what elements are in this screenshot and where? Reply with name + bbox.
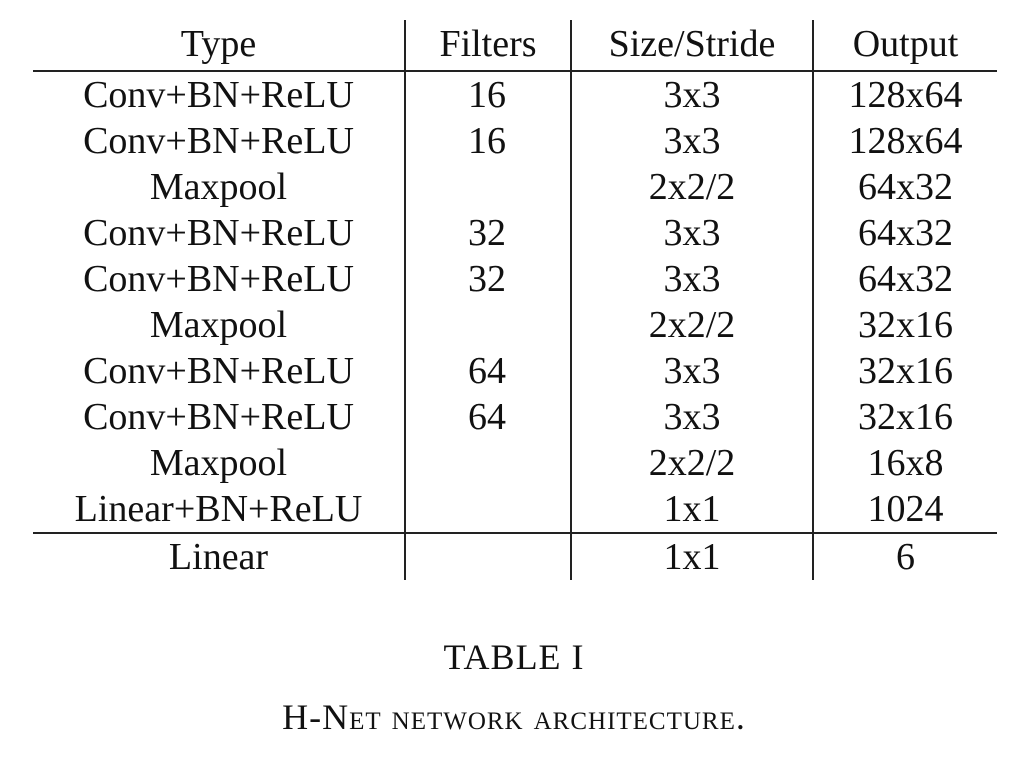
cell-filters: 16 [404, 118, 571, 164]
cell-size-stride: 3x3 [570, 210, 813, 256]
cell-type: Conv+BN+ReLU [83, 258, 354, 300]
table-row: Maxpool 2x2/2 16x8 [33, 440, 997, 486]
cell-filters [404, 164, 571, 210]
cell-type: Conv+BN+ReLU [83, 120, 354, 162]
table-row: Conv+BN+ReLU 64 3x3 32x16 [33, 348, 997, 394]
cell-size-stride: 1x1 [570, 533, 813, 580]
cell-type: Maxpool [149, 166, 288, 208]
cell-output: 128x64 [812, 71, 997, 118]
cell-type: Linear [168, 536, 269, 578]
cell-size-stride: 3x3 [570, 118, 813, 164]
header-filters: Filters [404, 20, 571, 71]
cell-filters [404, 302, 571, 348]
cell-output: 64x32 [812, 210, 997, 256]
cell-filters [404, 440, 571, 486]
cell-output: 32x16 [812, 348, 997, 394]
table-row: Conv+BN+ReLU 16 3x3 128x64 [33, 118, 997, 164]
cell-output: 64x32 [812, 164, 997, 210]
table-row: Maxpool 2x2/2 64x32 [33, 164, 997, 210]
cell-filters [404, 486, 571, 533]
cell-size-stride: 2x2/2 [570, 302, 813, 348]
table-row: Linear+BN+ReLU 1x1 1024 [33, 486, 997, 533]
cell-output: 64x32 [812, 256, 997, 302]
table-row: Conv+BN+ReLU 32 3x3 64x32 [33, 256, 997, 302]
cell-output: 128x64 [812, 118, 997, 164]
cell-size-stride: 1x1 [570, 486, 813, 533]
table-caption-label: TABLE I [443, 637, 585, 677]
header-type: Type [180, 23, 257, 65]
cell-type: Conv+BN+ReLU [83, 212, 354, 254]
table-header-row: Type Filters Size/Stride Output [33, 20, 997, 71]
cell-type: Maxpool [149, 304, 288, 346]
cell-type: Conv+BN+ReLU [83, 74, 354, 116]
cell-type: Maxpool [149, 442, 288, 484]
header-size-stride: Size/Stride [570, 20, 813, 71]
cell-size-stride: 3x3 [570, 348, 813, 394]
cell-size-stride: 2x2/2 [570, 164, 813, 210]
table-row: Conv+BN+ReLU 16 3x3 128x64 [33, 71, 997, 118]
cell-filters: 64 [404, 394, 571, 440]
cell-filters [404, 533, 571, 580]
cell-type: Conv+BN+ReLU [83, 396, 354, 438]
cell-size-stride: 3x3 [570, 71, 813, 118]
table-row: Linear 1x1 6 [33, 533, 997, 580]
cell-filters: 32 [404, 210, 571, 256]
cell-filters: 64 [404, 348, 571, 394]
cell-output: 32x16 [812, 394, 997, 440]
cell-filters: 32 [404, 256, 571, 302]
cell-filters: 16 [404, 71, 571, 118]
cell-size-stride: 2x2/2 [570, 440, 813, 486]
architecture-table: Type Filters Size/Stride Output Conv+BN+… [33, 20, 997, 580]
cell-type: Linear+BN+ReLU [74, 488, 363, 530]
header-output: Output [812, 20, 997, 71]
cell-size-stride: 3x3 [570, 256, 813, 302]
cell-output: 32x16 [812, 302, 997, 348]
table-row: Conv+BN+ReLU 32 3x3 64x32 [33, 210, 997, 256]
cell-output: 16x8 [812, 440, 997, 486]
architecture-table-container: Type Filters Size/Stride Output Conv+BN+… [33, 20, 997, 580]
table-caption-title: H-Net network architecture. [282, 697, 746, 737]
cell-type: Conv+BN+ReLU [83, 350, 354, 392]
cell-size-stride: 3x3 [570, 394, 813, 440]
cell-output: 1024 [812, 486, 997, 533]
cell-output: 6 [812, 533, 997, 580]
table-row: Maxpool 2x2/2 32x16 [33, 302, 997, 348]
table-row: Conv+BN+ReLU 64 3x3 32x16 [33, 394, 997, 440]
